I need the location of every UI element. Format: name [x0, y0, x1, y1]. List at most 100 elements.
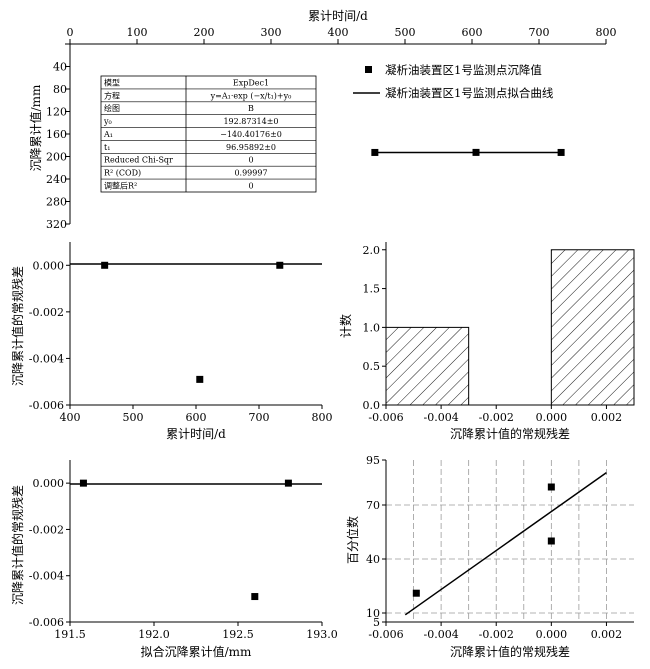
p5-fit-line	[404, 471, 607, 616]
fit-y-tick-label-4: 160	[46, 128, 67, 141]
table-cell-value-3: 192.87314±0	[223, 117, 278, 126]
parameter-table: 模型 ExpDec1 方程 y=A₁·exp (−x/t₁)+y₀ 绘图 By₀ 192.8…	[100, 75, 317, 193]
fit-x-ticks: 0 100 200 300 400 500 600 700 800	[67, 26, 617, 44]
fit-x-tick-label-5: 500	[395, 26, 416, 39]
table-border	[100, 75, 317, 193]
p5-y-label: 百分位数	[345, 516, 360, 564]
fit-x-tick-label-8: 800	[596, 26, 617, 39]
panel-residual-time: 400 500 600 700 800 0.000 -0.002 -0.004 -0.006 累…	[10, 242, 333, 441]
fit-series	[371, 148, 565, 156]
p4-point-1	[251, 593, 259, 601]
fit-y-tick-label-2: 80	[53, 83, 67, 96]
table-cell-value-8: 0	[248, 182, 253, 191]
p2-y-tick-label-1: -0.002	[29, 306, 64, 319]
fit-x-tick-label-2: 200	[194, 26, 215, 39]
table-cell-value-0: ExpDec1	[233, 78, 269, 87]
p5-y-tick-label-4: 95	[366, 454, 380, 467]
panel-fit: 累计时间/d 0 100 200 300 400 500 600 700 800 40 80 120…	[28, 9, 617, 231]
p3-x-tick-label-1: -0.004	[424, 411, 459, 424]
fit-y-ticks: 40 80 120 160 200 240 280 320	[46, 43, 70, 231]
table-cell-name-5: t₁	[104, 143, 110, 152]
p3-y-tick-label-1: 0.5	[363, 360, 381, 373]
fit-point-0	[371, 148, 379, 156]
legend-marker-square	[365, 66, 372, 73]
p5-y-tick-label-1: 10	[366, 607, 380, 620]
p5-x-tick-label-0: -0.006	[368, 628, 403, 641]
p2-x-label: 累计时间/d	[166, 427, 226, 441]
table-cell-name-7: R² (COD)	[104, 169, 141, 178]
fit-y-label: 沉降累计值/mm	[28, 84, 43, 171]
p4-point-0	[79, 479, 87, 487]
legend: 凝析油装置区1号监测点沉降值 凝析油装置区1号监测点拟合曲线	[353, 63, 554, 100]
fit-point-1	[472, 148, 480, 156]
p4-x-tick-label-2: 192.5	[222, 628, 254, 641]
p2-point-2	[276, 261, 284, 269]
fit-x-tick-label-6: 600	[462, 26, 483, 39]
p3-y-tick-label-4: 2.0	[363, 244, 381, 257]
p2-y-tick-label-3: -0.006	[29, 399, 64, 412]
p3-bar-1	[550, 249, 635, 406]
table-cell-value-4: −140.40176±0	[220, 130, 282, 139]
p3-x-tick-label-2: -0.002	[479, 411, 514, 424]
fit-x-tick-label-1: 100	[127, 26, 148, 39]
p4-y-label: 沉降累计值的常规残差	[10, 485, 25, 605]
fit-y-tick-label-1: 40	[53, 61, 67, 74]
p3-x-label: 沉降累计值的常规残差	[450, 426, 570, 441]
table-cell-value-5: 96.95892±0	[226, 143, 276, 152]
p3-x-tick-label-0: -0.006	[368, 411, 403, 424]
p5-y-tick-label-3: 70	[366, 499, 380, 512]
p3-x-tick-label-3: 0.000	[536, 411, 568, 424]
p3-y-label: 计数	[338, 314, 353, 338]
p4-y-tick-label-0: 0.000	[33, 477, 65, 490]
p5-x-tick-label-4: 0.002	[591, 628, 623, 641]
p2-y-tick-label-2: -0.004	[29, 352, 64, 365]
p5-x-tick-label-2: -0.002	[479, 628, 514, 641]
p2-y-tick-label-0: 0.000	[33, 259, 65, 272]
p2-x-tick-label-0: 400	[60, 411, 81, 424]
table-cell-value-6: 0	[248, 156, 253, 165]
fit-x-tick-label-3: 300	[261, 26, 282, 39]
fit-x-tick-label-4: 400	[328, 26, 349, 39]
legend-label-points: 凝析油装置区1号监测点沉降值	[385, 63, 542, 77]
p4-x-tick-label-0: 191.5	[54, 628, 86, 641]
fit-x-label: 累计时间/d	[308, 9, 368, 23]
fit-point-2	[557, 148, 565, 156]
fit-y-tick-label-5: 200	[46, 151, 67, 164]
fit-y-tick-label-6: 240	[46, 173, 67, 186]
table-cell-value-2: B	[248, 104, 254, 113]
p3-y-tick-label-3: 1.5	[363, 283, 381, 296]
p2-x-tick-label-1: 500	[123, 411, 144, 424]
table-cell-name-2: 绘图	[104, 103, 120, 113]
p5-y-tick-label-2: 40	[366, 553, 380, 566]
p5-y-tick-label-0: 5	[373, 616, 380, 629]
table-cell-name-1: 方程	[104, 90, 120, 100]
p2-x-tick-label-3: 700	[249, 411, 270, 424]
p5-x-tick-label-3: 0.000	[536, 628, 568, 641]
panel-residual-fitted: 191.5 192.0 192.5 193.0 0.000 -0.002 -0.004 -0.…	[10, 460, 338, 659]
p4-y-tick-label-3: -0.006	[29, 616, 64, 629]
p5-x-tick-label-1: -0.004	[424, 628, 459, 641]
p5-point-2	[547, 483, 555, 491]
panel-histogram: -0.006 -0.004 -0.002 0.000 0.002 0.0 0.5 1.0 1.5…	[338, 242, 635, 441]
p4-x-label: 拟合沉降累计值/mm	[141, 644, 252, 659]
p2-point-0	[101, 261, 109, 269]
p5-point-0	[412, 589, 420, 597]
p3-y-tick-label-2: 1.0	[363, 321, 381, 334]
p3-y-tick-label-0: 0.0	[363, 399, 381, 412]
table-cell-name-4: A₁	[103, 130, 113, 139]
legend-label-fit: 凝析油装置区1号监测点拟合曲线	[385, 86, 554, 100]
p3-bar-0	[385, 326, 470, 406]
fit-x-tick-label-7: 700	[529, 26, 550, 39]
fit-x-tick-label-0: 0	[67, 26, 74, 39]
p4-x-tick-label-1: 192.0	[138, 628, 170, 641]
table-cell-name-3: y₀	[103, 117, 112, 126]
table-cell-value-7: 0.99997	[234, 169, 267, 178]
table-cell-name-6: Reduced Chi-Sqr	[104, 156, 173, 165]
fit-y-tick-label-7: 280	[46, 196, 67, 209]
p2-x-tick-label-2: 600	[186, 411, 207, 424]
p5-point-1	[547, 537, 555, 545]
p4-y-tick-label-2: -0.004	[29, 570, 64, 583]
panel-probability: -0.006 -0.004 -0.002 0.000 0.002 510 40 70 95 沉降…	[345, 454, 634, 659]
fit-y-tick-label-3: 120	[46, 106, 67, 119]
